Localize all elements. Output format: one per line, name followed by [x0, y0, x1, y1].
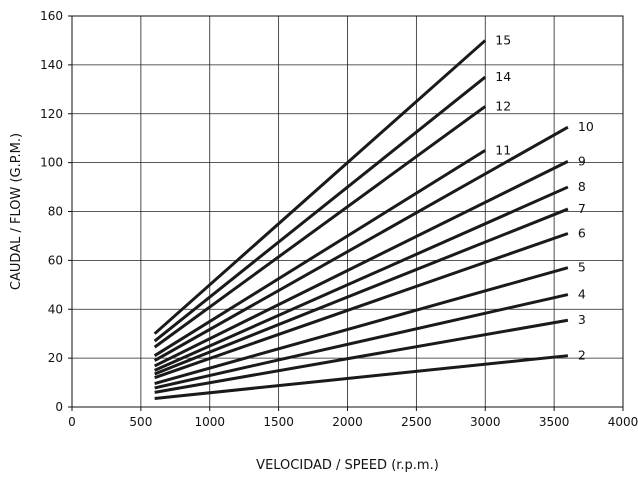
y-axis-title: CAUDAL / FLOW (G.P.M.) [9, 133, 24, 290]
series-labels: 2 3 4 5 6 7 8 9 10 11 12 14 15 [495, 32, 594, 362]
y-tick-label: 60 [48, 253, 63, 267]
series-line-9 [153, 160, 569, 368]
y-tick-label: 40 [48, 302, 63, 316]
axes: 0 500 1000 1500 2000 2500 3000 3500 4000 0 20 40 60 8… [40, 9, 638, 429]
series-label-6: 6 [578, 225, 586, 240]
y-tick-label: 120 [40, 107, 63, 121]
x-tick-label: 4000 [608, 415, 638, 429]
series-line-6 [154, 232, 569, 380]
y-tick-label: 20 [48, 351, 63, 365]
series-label-8: 8 [578, 179, 586, 194]
series-line-5 [154, 266, 569, 385]
series-label-9: 9 [578, 153, 586, 168]
x-tick-label: 500 [129, 415, 152, 429]
series-label-3: 3 [578, 312, 586, 327]
y-tick-label: 160 [40, 9, 63, 23]
grid [72, 16, 623, 407]
y-tick-label: 140 [40, 58, 63, 72]
series-line-7 [154, 207, 569, 376]
x-tick-label: 3000 [470, 415, 501, 429]
series-layer [153, 39, 569, 400]
x-tick-label: 3500 [539, 415, 570, 429]
series-label-11: 11 [495, 142, 511, 157]
x-tick-label: 1500 [263, 415, 294, 429]
x-axis-title: VELOCIDAD / SPEED (r.p.m.) [256, 458, 439, 473]
x-tick-label: 1000 [194, 415, 225, 429]
series-line-12 [153, 105, 487, 349]
series-line-10 [153, 125, 569, 362]
y-tick-label: 80 [48, 205, 63, 219]
x-tick-label: 2500 [401, 415, 432, 429]
series-label-7: 7 [578, 201, 586, 216]
y-tick-label: 0 [55, 400, 63, 414]
series-label-10: 10 [578, 119, 594, 134]
series-line-2 [154, 354, 569, 400]
series-line-4 [154, 293, 569, 390]
series-label-15: 15 [495, 32, 511, 47]
series-line-14 [153, 75, 487, 343]
x-tick-label: 2000 [332, 415, 363, 429]
y-tick-label: 100 [40, 156, 63, 170]
series-label-12: 12 [495, 98, 511, 113]
series-label-4: 4 [578, 287, 586, 302]
x-tick-label: 0 [68, 415, 76, 429]
series-label-14: 14 [495, 69, 511, 84]
series-label-2: 2 [578, 348, 586, 363]
series-line-11 [153, 149, 487, 357]
series-label-5: 5 [578, 260, 586, 275]
series-line-3 [154, 318, 569, 394]
series-line-15 [153, 39, 487, 335]
series-line-8 [154, 185, 569, 372]
